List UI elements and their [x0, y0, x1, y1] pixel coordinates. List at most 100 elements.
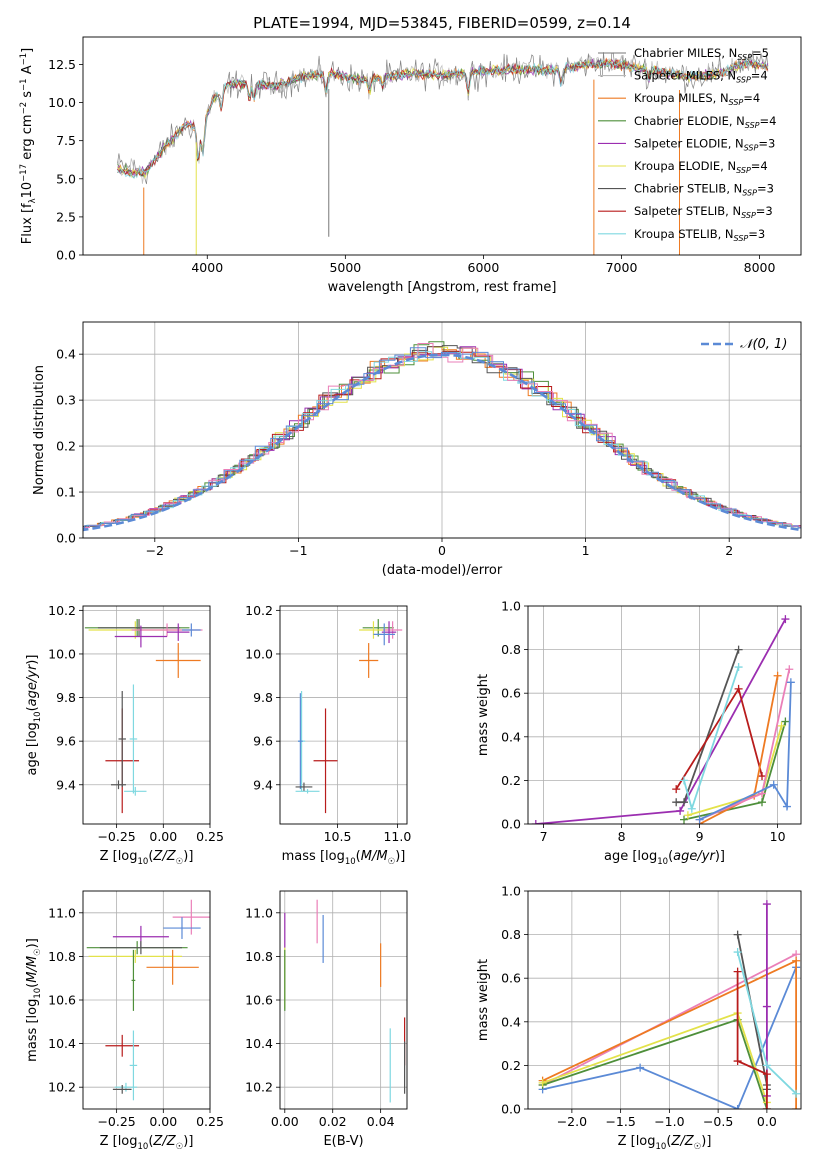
weight-point-marker [792, 1105, 801, 1109]
weight-point-marker [733, 1057, 742, 1066]
weight-point-marker [538, 1078, 547, 1087]
y-axis-label: Normed distribution [32, 365, 47, 495]
x-tick-label: 2 [725, 543, 733, 558]
mass-vs-extinction-panel: 0.00 0.02 0.04 10.2 10.4 10.6 10.8 11.0 E(B-V) [245, 890, 408, 1149]
mass-vs-metallicity-panel: −0.25 0.00 0.25 10.2 10.4 10.6 10.8 11.0 Z [log1… [25, 890, 224, 1152]
weight-point-marker [762, 1105, 771, 1109]
y-tick-label: 0.0 [56, 248, 76, 263]
plot-frame [279, 890, 408, 1110]
x-tick-label: 0.00 [149, 1114, 177, 1129]
y-tick-label: 0.4 [501, 729, 521, 744]
weight-lines [538, 900, 801, 1109]
x-tick-label: 1 [582, 543, 590, 558]
x-tick-label: 0.25 [196, 829, 224, 844]
weight-point-marker [785, 665, 794, 674]
errorbar-group [284, 899, 406, 1103]
x-tick-label: 8000 [744, 260, 776, 275]
weight-point-marker [734, 663, 743, 672]
weight-point-marker [773, 671, 782, 680]
weight-point-marker [680, 776, 688, 785]
x-axis-label: age [log10(age/yr)] [604, 849, 725, 867]
x-tick-label: −0.25 [97, 1114, 135, 1129]
plot-frame [82, 321, 802, 539]
weight-series-line [676, 649, 740, 804]
y-tick-label: 0.0 [56, 531, 76, 546]
y-axis-label: mass weight [476, 674, 491, 756]
spectrum-lines [117, 50, 769, 255]
y-tick-label: 7.5 [56, 133, 76, 148]
y-axis-label: Flux [fλ10−17 erg cm−2 s−1 A−1] [19, 48, 38, 244]
weight-vs-age-panel: 7 8 9 10 0.0 0.2 0.4 0.6 0.8 1.0 age [log10(age/yr… [476, 599, 802, 867]
x-axis-label: Z [log10(Z/Z☉)] [618, 1134, 712, 1152]
y-tick-label: 11.0 [245, 905, 273, 920]
y-tick-label: 0.2 [501, 1058, 521, 1073]
weight-point-marker [781, 615, 790, 624]
age-vs-mass-panel: 10.5 11.0 9.4 9.6 9.8 10.0 10.2 mass [log10(M/M… [245, 603, 411, 867]
x-tick-label: 0.02 [319, 1114, 347, 1129]
y-tick-label: 10.6 [48, 993, 76, 1008]
figure-title: PLATE=1994, MJD=53845, FIBERID=0599, z=0… [253, 14, 631, 32]
residual-histogram [83, 350, 801, 529]
plot-frame [527, 605, 802, 825]
x-tick-label: 0 [438, 543, 446, 558]
weight-point-marker [636, 1063, 645, 1072]
weight-point-marker [769, 780, 778, 789]
legend-entry-label: Chabrier STELIB, NSSP=3 [634, 182, 774, 198]
y-tick-label: 9.8 [253, 690, 273, 705]
weight-series-line [542, 953, 797, 1086]
residual-histogram [83, 345, 801, 529]
legend-entry-label: Chabrier ELODIE, NSSP=4 [634, 114, 776, 130]
x-tick-label: 0.00 [271, 1114, 299, 1129]
x-tick-label: 10 [770, 829, 786, 844]
y-tick-label: 9.4 [56, 777, 76, 792]
weight-point-marker [687, 804, 696, 813]
y-tick-label: 0.4 [501, 1014, 521, 1029]
x-tick-label: 6000 [468, 260, 500, 275]
x-tick-label: 0.0 [757, 1114, 777, 1129]
y-tick-label: 10.2 [48, 603, 76, 618]
weight-point-marker [695, 815, 704, 824]
plot-frame [82, 890, 211, 1110]
y-tick-label: 10.4 [245, 1036, 273, 1051]
y-tick-label: 5.0 [56, 171, 76, 186]
weight-point-marker [762, 1002, 771, 1011]
legend-entry-label: Salpeter ELODIE, NSSP=3 [634, 136, 775, 152]
weight-series-line [699, 682, 792, 821]
x-tick-label: 0.25 [196, 1114, 224, 1129]
weight-point-marker [781, 717, 790, 726]
x-tick-label: −1 [289, 543, 307, 558]
y-tick-label: 11.0 [48, 905, 76, 920]
weight-point-marker [762, 1061, 771, 1070]
histogram-group [83, 341, 801, 532]
x-tick-label: 0.04 [367, 1114, 395, 1129]
x-tick-label: 0.00 [149, 829, 177, 844]
spectrum-legend: Chabrier MILES, NSSP=5 Salpeter MILES, NS… [598, 46, 776, 243]
weight-point-marker [792, 956, 801, 965]
x-tick-label: 10.5 [324, 829, 352, 844]
age-vs-metallicity-panel: −0.25 0.00 0.25 9.4 9.6 9.8 10.0 10.2 Z [log10(Z… [25, 603, 224, 867]
y-tick-label: 10.2 [245, 603, 273, 618]
legend-entry-label: Kroupa MILES, NSSP=4 [634, 91, 760, 107]
x-axis-label: (data-model)/error [382, 563, 503, 578]
x-axis-label: E(B-V) [323, 1134, 363, 1149]
weight-point-marker [733, 930, 742, 939]
weight-point-marker [786, 678, 795, 687]
x-tick-label: 9 [696, 829, 704, 844]
x-tick-label: 4000 [191, 260, 223, 275]
plot-frame [279, 605, 408, 825]
weight-point-marker [734, 645, 743, 654]
x-tick-label: 8 [618, 829, 626, 844]
y-tick-label: 10.0 [48, 646, 76, 661]
y-tick-label: 2.5 [56, 209, 76, 224]
y-tick-label: 0.1 [56, 485, 76, 500]
y-tick-label: 0.8 [501, 927, 521, 942]
legend-entry-label: 𝒩(0, 1) [740, 337, 787, 352]
y-tick-label: 0.8 [501, 642, 521, 657]
weight-point-marker [531, 820, 540, 824]
y-tick-label: 10.8 [48, 949, 76, 964]
x-axis-label: Z [log10(Z/Z☉)] [100, 849, 194, 867]
y-axis-label: age [log10(age/yr)] [25, 655, 43, 776]
weight-point-marker [683, 811, 692, 820]
weight-point-marker [792, 1089, 801, 1098]
x-tick-label: 11.0 [383, 829, 411, 844]
